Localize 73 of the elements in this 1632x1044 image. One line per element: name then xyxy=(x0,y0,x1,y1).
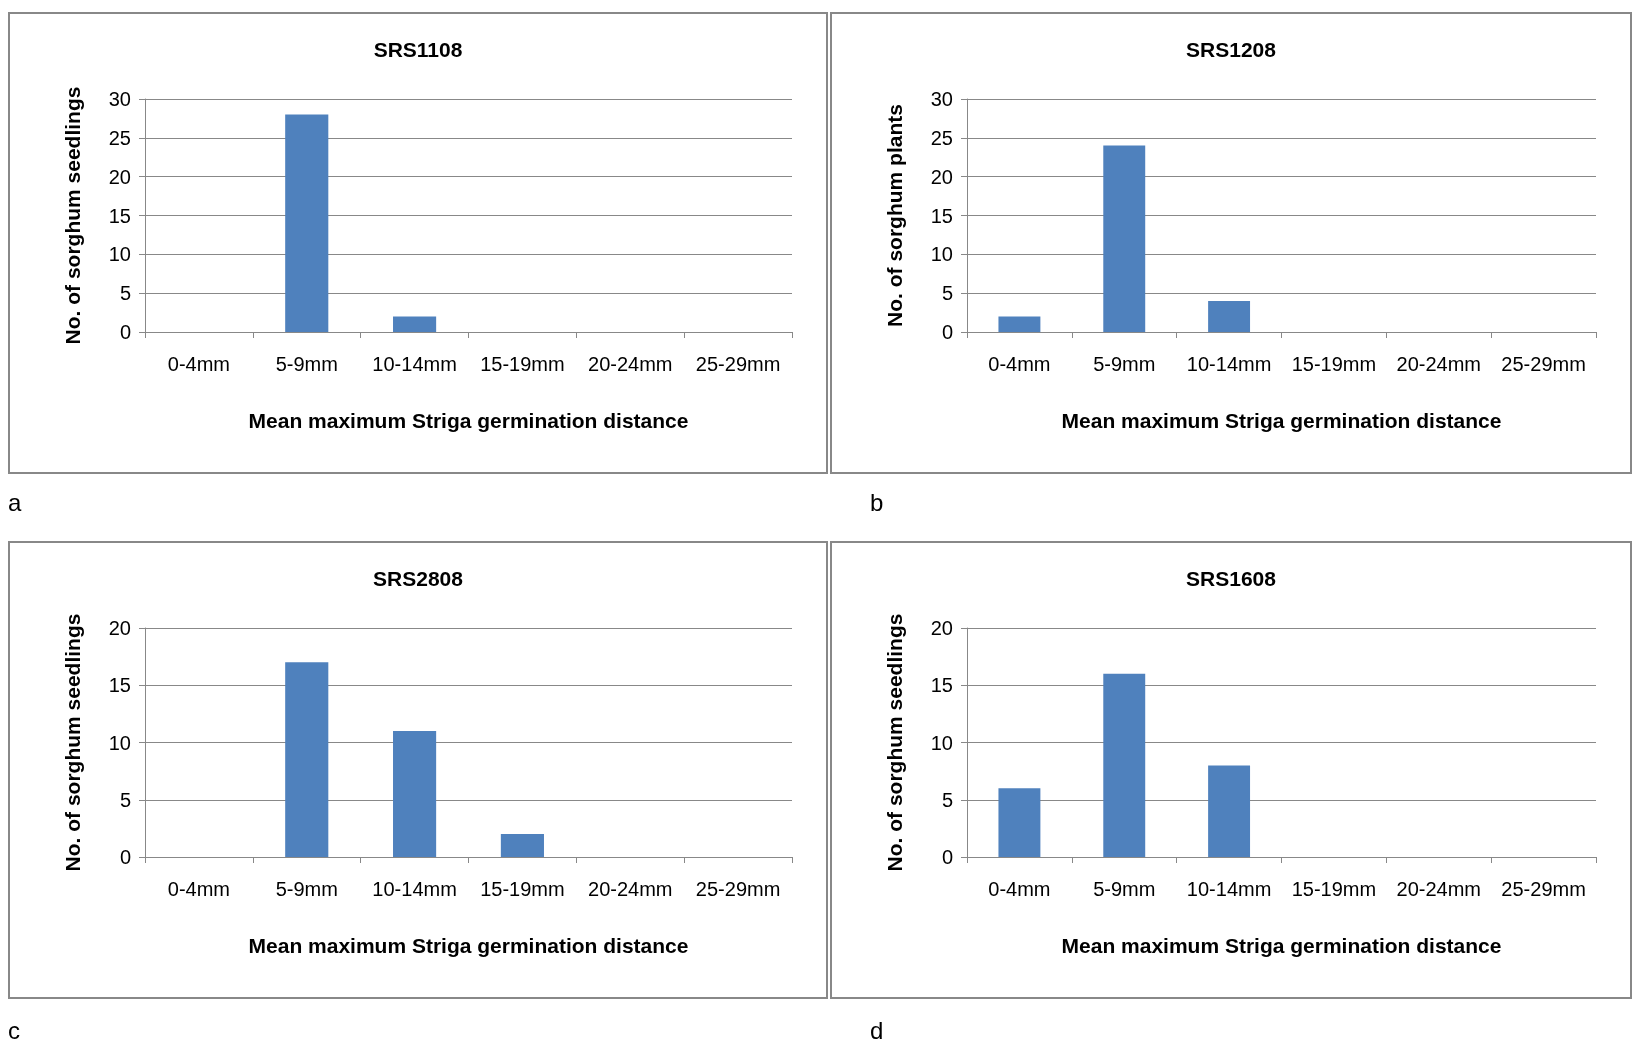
y-tick-label: 30 xyxy=(108,88,131,110)
y-axis-title: No. of sorghum seedlings xyxy=(61,86,84,345)
chart-title: SRS1108 xyxy=(373,38,463,61)
bar xyxy=(285,662,329,857)
y-tick-label: 5 xyxy=(119,788,131,811)
y-tick-label: 20 xyxy=(108,617,131,639)
x-axis-title: Mean maximum Striga germination distance xyxy=(1061,934,1502,957)
text: a xyxy=(8,489,22,516)
y-tick-label: 10 xyxy=(108,731,131,754)
y-tick-label: 0 xyxy=(119,846,131,868)
x-tick-label: 0-4mm xyxy=(988,353,1051,375)
x-tick-label: 0-4mm xyxy=(167,353,231,375)
x-tick-label: 5-9mm xyxy=(1093,353,1156,375)
chart-title: SRS2808 xyxy=(373,567,464,590)
y-tick-label: 5 xyxy=(941,788,953,811)
x-tick-label: 10-14mm xyxy=(372,878,457,900)
y-tick-label: 0 xyxy=(941,846,953,868)
y-axis-title: No. of sorghum seedlings xyxy=(61,613,84,872)
x-tick-label: 10-14mm xyxy=(372,353,457,375)
y-tick-label: 30 xyxy=(930,88,953,110)
bar xyxy=(1208,765,1251,857)
y-axis-title: No. of sorghum plants xyxy=(883,104,906,327)
y-tick-label: 0 xyxy=(119,321,131,343)
x-tick-label: 0-4mm xyxy=(167,878,231,900)
x-axis-title: Mean maximum Striga germination distance xyxy=(248,409,689,432)
text: c xyxy=(8,1017,20,1044)
y-axis-title: No. of sorghum seedlings xyxy=(883,613,906,872)
y-tick-label: 15 xyxy=(930,204,953,227)
x-tick-label: 20-24mm xyxy=(1396,353,1481,375)
x-tick-label: 20-24mm xyxy=(588,353,673,375)
chart-title: SRS1608 xyxy=(1186,567,1277,590)
bar xyxy=(1103,145,1146,332)
x-tick-label: 20-24mm xyxy=(588,878,673,900)
bar xyxy=(1208,300,1251,332)
x-tick-label: 25-29mm xyxy=(1501,878,1586,900)
y-tick-label: 25 xyxy=(930,126,953,149)
y-tick-label: 15 xyxy=(930,674,953,697)
y-tick-label: 10 xyxy=(108,243,131,266)
y-tick-label: 25 xyxy=(108,126,131,149)
x-tick-label: 20-24mm xyxy=(1396,878,1481,900)
y-tick-label: 15 xyxy=(108,204,131,227)
x-tick-label: 25-29mm xyxy=(695,878,781,900)
x-tick-label: 0-4mm xyxy=(988,878,1051,900)
y-tick-label: 5 xyxy=(119,282,131,305)
bar xyxy=(500,834,544,857)
bar xyxy=(998,788,1041,857)
x-tick-label: 5-9mm xyxy=(1093,878,1156,900)
x-axis-title: Mean maximum Striga germination distance xyxy=(1061,409,1502,432)
y-tick-label: 20 xyxy=(930,165,953,188)
x-tick-label: 5-9mm xyxy=(275,878,338,900)
y-tick-label: 0 xyxy=(941,321,953,343)
x-tick-label: 15-19mm xyxy=(480,353,565,375)
x-tick-label: 25-29mm xyxy=(1501,353,1586,375)
bar xyxy=(393,731,437,857)
x-tick-label: 25-29mm xyxy=(695,353,781,375)
x-axis-title: Mean maximum Striga germination distance xyxy=(248,934,689,957)
bar xyxy=(998,316,1041,332)
text: d xyxy=(870,1017,884,1044)
x-tick-label: 15-19mm xyxy=(1291,353,1377,375)
y-tick-label: 10 xyxy=(930,731,953,754)
x-tick-label: 15-19mm xyxy=(1291,878,1377,900)
bar xyxy=(1103,673,1146,857)
x-tick-label: 10-14mm xyxy=(1186,353,1272,375)
y-tick-label: 10 xyxy=(930,243,953,266)
x-tick-label: 10-14mm xyxy=(1186,878,1272,900)
y-tick-label: 15 xyxy=(108,674,131,697)
chart-title: SRS1208 xyxy=(1186,38,1277,61)
x-tick-label: 5-9mm xyxy=(275,353,338,375)
y-tick-label: 20 xyxy=(930,617,953,639)
y-tick-label: 20 xyxy=(108,165,131,188)
text: b xyxy=(870,489,884,516)
x-tick-label: 15-19mm xyxy=(480,878,565,900)
y-tick-label: 5 xyxy=(941,282,953,305)
